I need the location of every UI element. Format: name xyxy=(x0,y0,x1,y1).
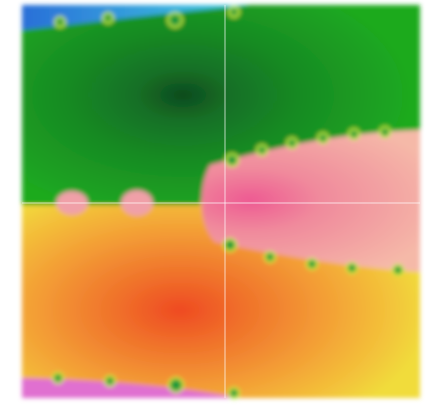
image xyxy=(22,5,420,398)
field-plot xyxy=(0,0,426,407)
page xyxy=(0,0,426,407)
